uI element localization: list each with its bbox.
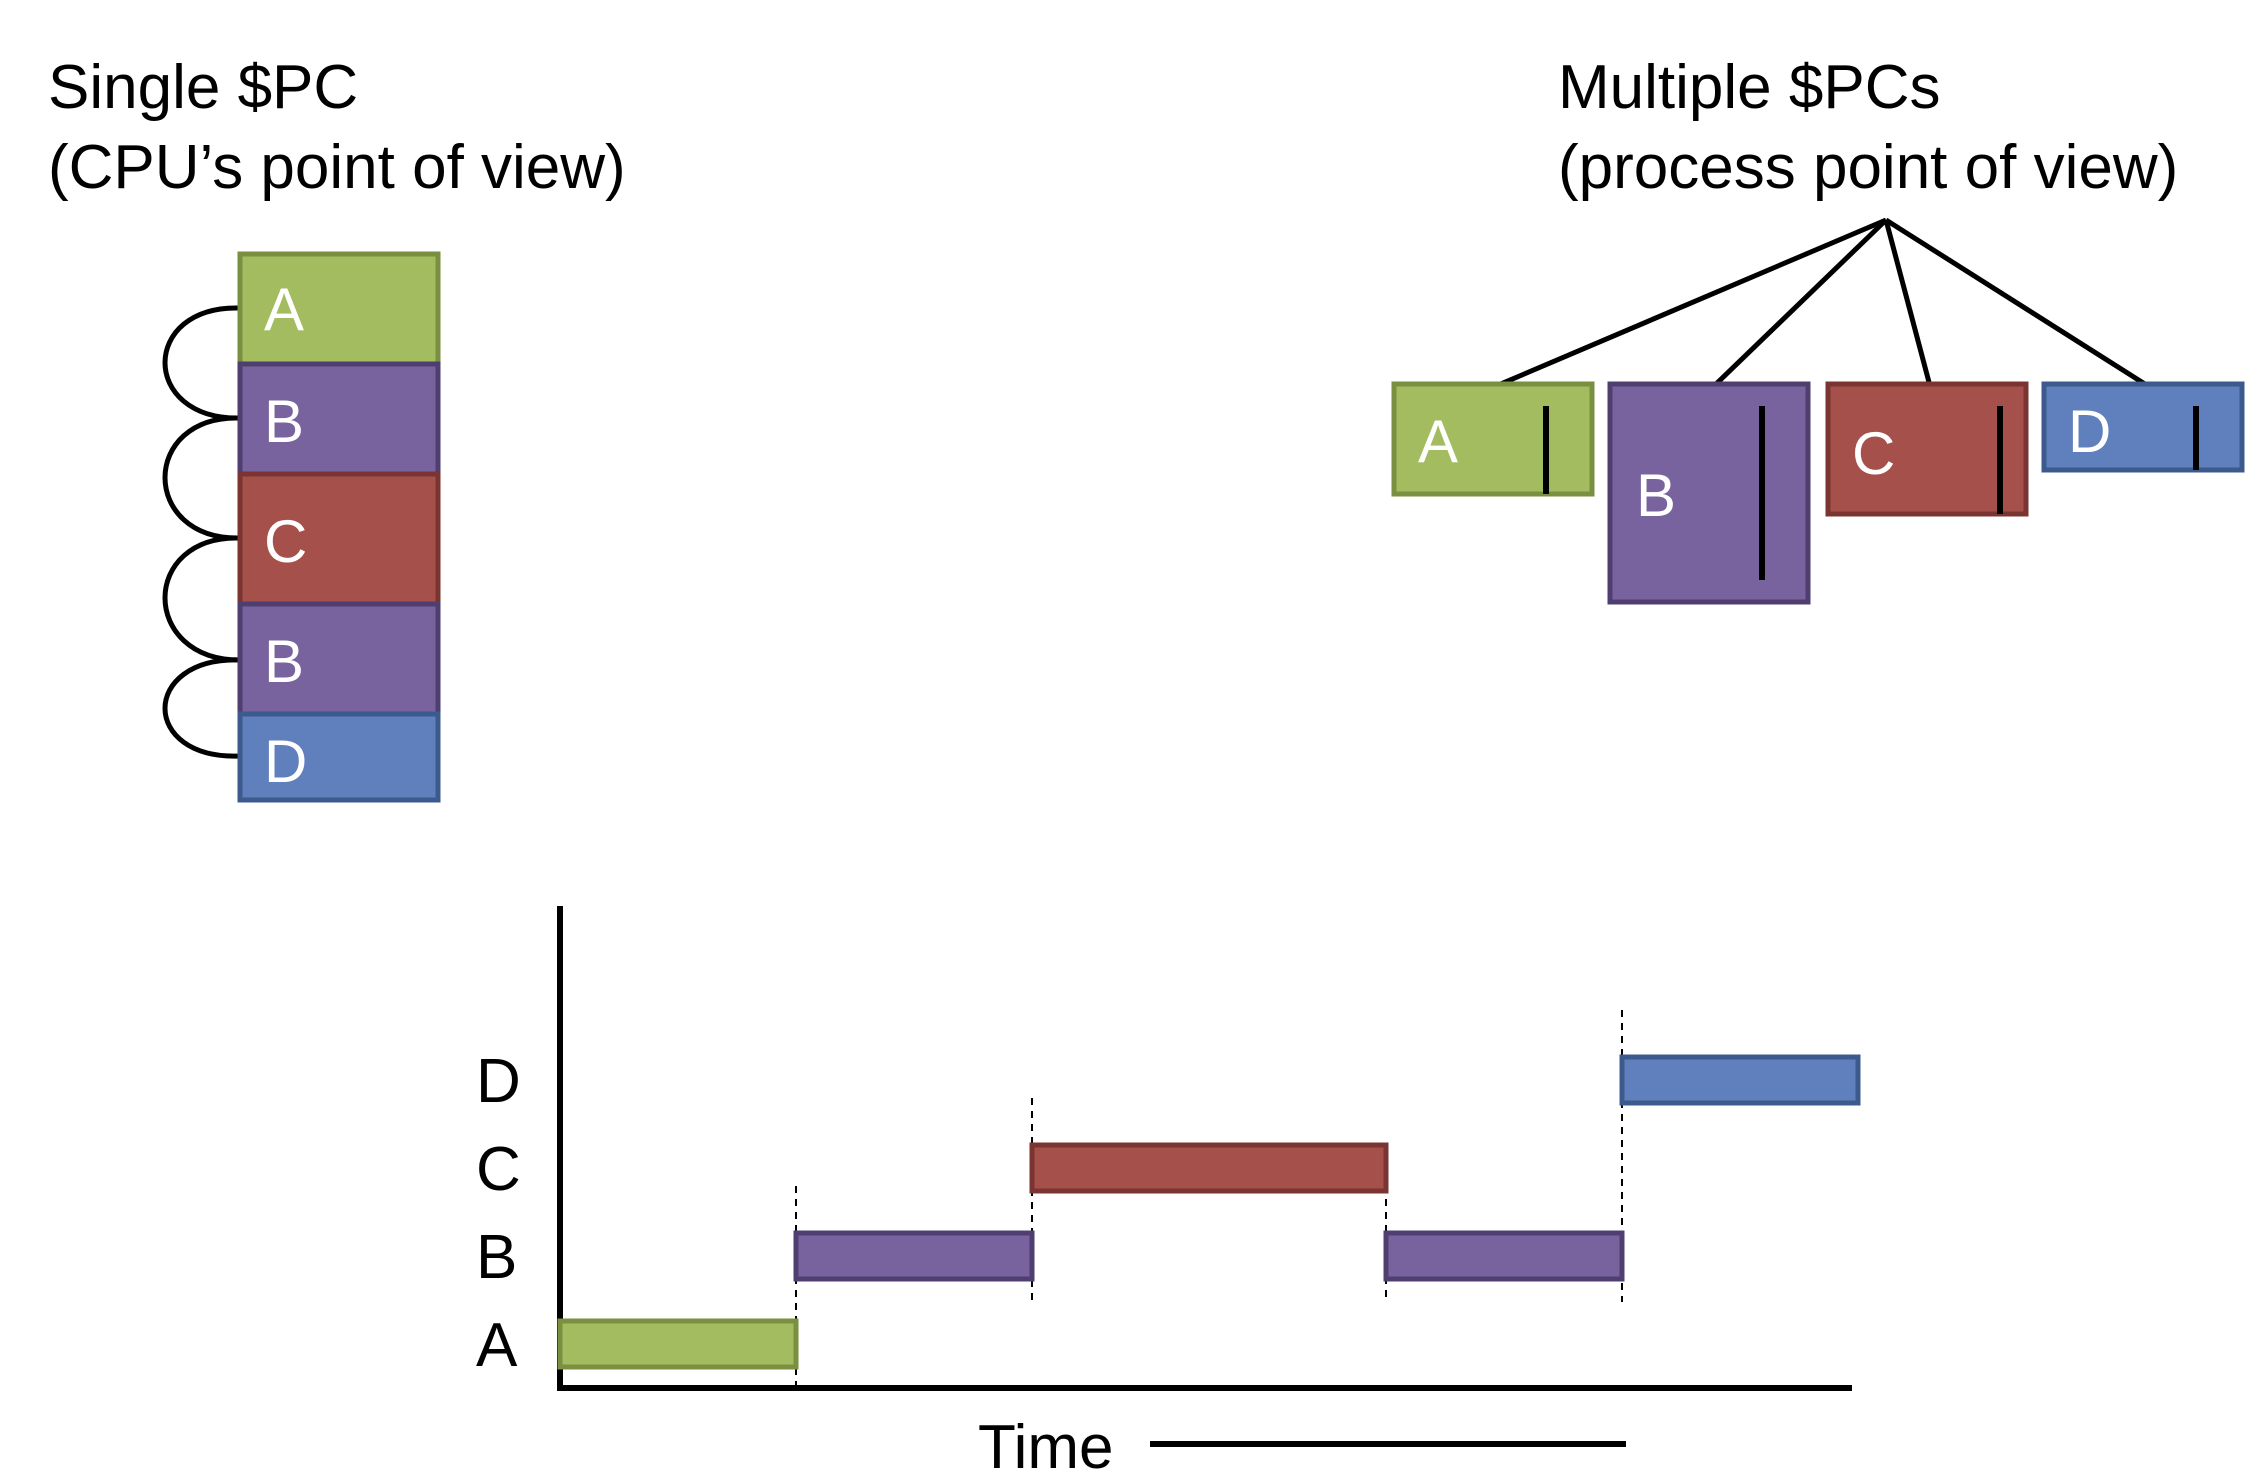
process-box-d: D bbox=[2041, 381, 2245, 473]
timeline-row-label: B bbox=[476, 1223, 517, 1292]
process-box-c: C bbox=[1825, 381, 2029, 517]
fan-line-d bbox=[1884, 217, 2150, 389]
process-rect bbox=[1391, 381, 1595, 497]
cpu-stack-block-a: A bbox=[237, 251, 441, 367]
left-title-line1: Single $PC bbox=[48, 53, 358, 122]
cpu-stack-label: B bbox=[264, 628, 304, 695]
cpu-stack-label: A bbox=[264, 276, 304, 343]
timeline-row-label: C bbox=[476, 1135, 521, 1204]
timeline-row-label: D bbox=[476, 1047, 521, 1116]
cpu-stack-block-c: C bbox=[237, 471, 441, 607]
process-label: C bbox=[1852, 420, 1895, 487]
fan-out-lines bbox=[1495, 217, 2150, 389]
cpu-stack-block-d: D bbox=[237, 711, 441, 803]
cpu-stack-label: D bbox=[264, 728, 307, 795]
process-label: B bbox=[1636, 462, 1676, 529]
process-box-b: B bbox=[1607, 381, 1811, 605]
process-label: A bbox=[1418, 408, 1458, 475]
fan-line-b bbox=[1712, 218, 1888, 388]
left-title-line2: (CPU’s point of view) bbox=[48, 133, 626, 202]
timeline-row-label: A bbox=[476, 1311, 518, 1380]
fan-line-c bbox=[1883, 219, 1933, 387]
context-switch-arcs bbox=[162, 305, 241, 759]
cpu-stack: A B C B D bbox=[237, 251, 441, 803]
timeline-segment-d bbox=[1619, 1054, 1861, 1106]
timeline-segment-b bbox=[793, 1230, 1035, 1282]
timeline-segment-b bbox=[1383, 1230, 1625, 1282]
process-rect bbox=[1825, 381, 2029, 517]
process-box-a: A bbox=[1391, 381, 1595, 497]
right-title-line1: Multiple $PCs bbox=[1558, 53, 1940, 122]
cpu-stack-label: B bbox=[264, 388, 304, 455]
cpu-stack-rect bbox=[237, 711, 441, 803]
fan-line-a bbox=[1495, 217, 1887, 389]
process-rect bbox=[1607, 381, 1811, 605]
process-rect bbox=[2041, 381, 2245, 473]
switch-arc-b-d bbox=[162, 657, 241, 759]
timeline-segment-c bbox=[1029, 1142, 1389, 1194]
time-axis-label: Time bbox=[978, 1413, 1113, 1480]
cpu-stack-rect bbox=[237, 251, 441, 367]
cpu-stack-rect bbox=[237, 601, 441, 717]
cpu-stack-block-b1: B bbox=[237, 361, 441, 477]
right-title-line2: (process point of view) bbox=[1558, 133, 2178, 202]
timeline-segments bbox=[557, 1054, 1861, 1370]
switch-arc-b-c bbox=[162, 415, 241, 541]
process-label: D bbox=[2068, 398, 2111, 465]
timeline-segment-a bbox=[557, 1318, 799, 1370]
process-boxes: A B C D bbox=[1391, 381, 2245, 605]
timeline-switch-guides bbox=[795, 1010, 1623, 1390]
cpu-stack-block-b2: B bbox=[237, 601, 441, 717]
cpu-stack-label: C bbox=[264, 508, 307, 575]
switch-arc-a-b bbox=[162, 305, 241, 421]
switch-arc-c-b bbox=[162, 535, 241, 663]
